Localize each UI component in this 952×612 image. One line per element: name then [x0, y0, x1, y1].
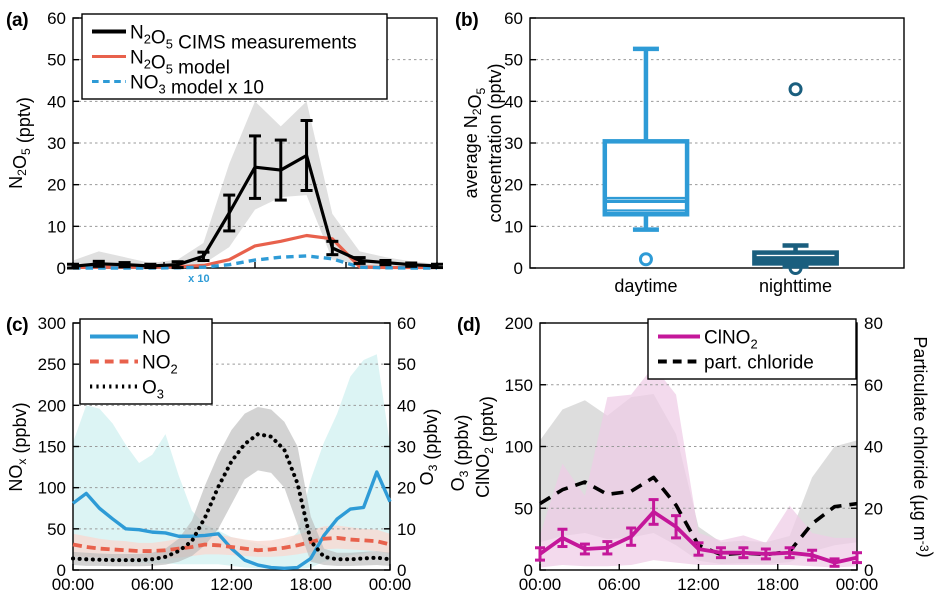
- svg-text:60: 60: [47, 9, 66, 28]
- svg-text:18:00: 18:00: [289, 575, 332, 594]
- svg-text:N2O5 model: N2O5 model: [130, 48, 230, 79]
- svg-text:O3 (ppbv): O3 (ppbv): [417, 409, 441, 486]
- svg-text:06:00: 06:00: [131, 575, 174, 594]
- boxplot-nighttime: nighttime: [752, 82, 839, 296]
- svg-text:40: 40: [47, 92, 66, 111]
- svg-text:12:00: 12:00: [210, 575, 253, 594]
- svg-text:60: 60: [504, 9, 523, 28]
- svg-text:average N2O5: average N2O5: [461, 87, 488, 198]
- panel-b-plot: 0 10 20 30 40 50 60 daytime nighttime average N2O…: [461, 9, 905, 296]
- boxplot-daytime: daytime: [602, 46, 690, 296]
- svg-text:N2O5 CIMS measurements: N2O5 CIMS measurements: [130, 23, 357, 54]
- svg-text:NOx (ppbv): NOx (ppbv): [6, 402, 30, 491]
- category-label: daytime: [614, 276, 677, 296]
- svg-text:part. chloride: part. chloride: [704, 353, 814, 374]
- panel-d-bands: [540, 366, 857, 568]
- category-label: nighttime: [759, 276, 832, 296]
- svg-text:100: 100: [505, 438, 533, 457]
- svg-text:30: 30: [47, 134, 66, 153]
- svg-text:0: 0: [57, 561, 66, 580]
- panel-b: 0 10 20 30 40 50 60 daytime nighttime average N2O…: [452, 0, 952, 305]
- panel-label-c: (c): [6, 315, 29, 336]
- panel-a-plot: 0 10 20 30 40 50 60 N2O5 (pptv) x 10 N2O5 CIMS me…: [6, 9, 443, 285]
- svg-text:0: 0: [57, 259, 66, 278]
- svg-text:50: 50: [397, 355, 416, 374]
- panel-d-error-bars: [535, 498, 862, 568]
- panel-d: 0 50 100 150 200 0 20 40 60 80 00:00 06:00 12:00 18:0…: [448, 305, 952, 612]
- svg-text:150: 150: [38, 438, 66, 457]
- panel-a: 0 10 20 30 40 50 60 N2O5 (pptv) x 10 N2O5 CIMS me…: [0, 0, 452, 305]
- panel-a-error-bars: [67, 119, 443, 270]
- panel-c-bands: [73, 354, 390, 570]
- svg-text:NO2: NO2: [142, 353, 178, 377]
- svg-text:250: 250: [38, 355, 66, 374]
- svg-text:60: 60: [397, 314, 416, 333]
- svg-text:10: 10: [397, 520, 416, 539]
- svg-text:Particulate chloride (µg m-3): Particulate chloride (µg m-3): [910, 336, 936, 557]
- svg-text:50: 50: [514, 499, 533, 518]
- svg-text:20: 20: [397, 479, 416, 498]
- svg-text:150: 150: [505, 376, 533, 395]
- svg-text:ClNO2 (pptv): ClNO2 (pptv): [473, 396, 497, 498]
- svg-text:50: 50: [47, 520, 66, 539]
- svg-text:30: 30: [504, 134, 523, 153]
- svg-text:00:00: 00:00: [519, 575, 562, 594]
- svg-text:00:00: 00:00: [836, 575, 879, 594]
- panel-label-d: (d): [457, 315, 481, 336]
- svg-text:O3: O3: [142, 378, 164, 402]
- svg-text:concentration (pptv): concentration (pptv): [485, 63, 505, 222]
- x10-annotation: x 10: [188, 273, 209, 285]
- svg-text:ClNO2: ClNO2: [704, 328, 758, 352]
- panel-c-series: [71, 432, 392, 571]
- svg-text:100: 100: [38, 479, 66, 498]
- svg-text:12:00: 12:00: [677, 575, 720, 594]
- svg-text:N2O5 (pptv): N2O5 (pptv): [6, 97, 34, 189]
- svg-text:40: 40: [504, 92, 523, 111]
- svg-text:O3 (ppbv): O3 (ppbv): [448, 415, 472, 492]
- svg-text:40: 40: [864, 438, 883, 457]
- svg-text:80: 80: [864, 314, 883, 333]
- svg-text:30: 30: [397, 438, 416, 457]
- svg-text:10: 10: [504, 217, 523, 236]
- svg-text:0: 0: [514, 259, 523, 278]
- svg-text:50: 50: [504, 51, 523, 70]
- svg-text:60: 60: [864, 376, 883, 395]
- svg-text:18:00: 18:00: [756, 575, 799, 594]
- panel-label-b: (b): [455, 10, 479, 31]
- panel-c-plot: 0 50 100 150 200 250 300 0 10 20 30 40 50 60 00:00 06:0…: [6, 314, 441, 594]
- svg-text:200: 200: [505, 314, 533, 333]
- svg-text:50: 50: [47, 51, 66, 70]
- svg-text:40: 40: [397, 396, 416, 415]
- svg-text:20: 20: [504, 176, 523, 195]
- svg-text:00:00: 00:00: [369, 575, 412, 594]
- svg-text:NO3 model x 10: NO3 model x 10: [130, 73, 264, 99]
- svg-text:0: 0: [524, 561, 533, 580]
- svg-text:20: 20: [47, 176, 66, 195]
- svg-text:NO: NO: [142, 328, 171, 349]
- svg-text:00:00: 00:00: [52, 575, 95, 594]
- panel-c: 0 50 100 150 200 250 300 0 10 20 30 40 50 60 00:00 06:0…: [0, 305, 452, 612]
- panel-d-plot: 0 50 100 150 200 0 20 40 60 80 00:00 06:00 12:00 18:0…: [448, 314, 936, 594]
- svg-text:06:00: 06:00: [598, 575, 641, 594]
- svg-text:200: 200: [38, 396, 66, 415]
- svg-text:300: 300: [38, 314, 66, 333]
- svg-text:0: 0: [397, 561, 406, 580]
- svg-text:10: 10: [47, 217, 66, 236]
- svg-text:20: 20: [864, 499, 883, 518]
- panel-label-a: (a): [6, 10, 29, 31]
- svg-text:0: 0: [864, 561, 873, 580]
